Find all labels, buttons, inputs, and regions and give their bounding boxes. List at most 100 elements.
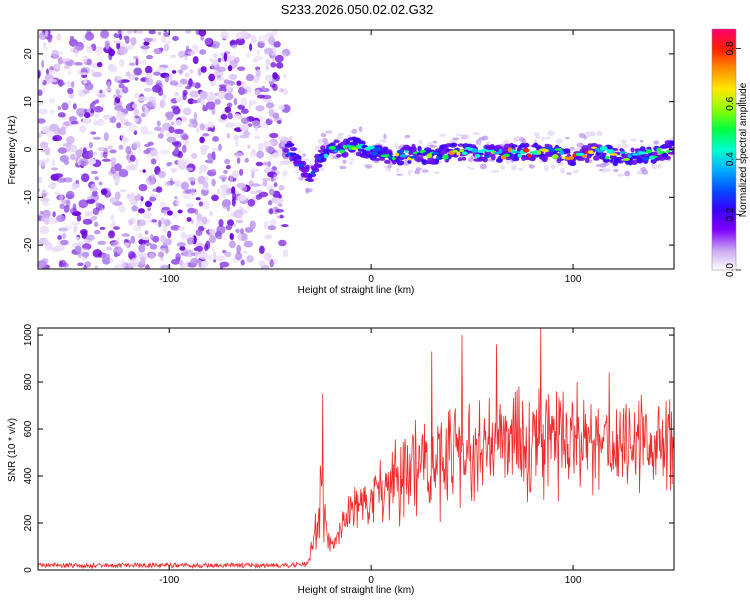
spectrogram-noise-blob xyxy=(235,228,240,234)
spectrogram-noise-blob xyxy=(161,206,171,211)
spectrogram-noise-blob xyxy=(233,113,241,118)
spectrogram-noise-blob xyxy=(88,141,93,149)
spectrogram-halo-blob xyxy=(493,169,500,173)
spectrogram-band-blob xyxy=(329,142,336,147)
spectrogram-noise-blob xyxy=(169,80,179,86)
spectrogram-noise-blob xyxy=(130,199,138,206)
spectrogram-peak-cell xyxy=(668,151,674,155)
spectrogram-noise-blob xyxy=(240,228,244,235)
spectrogram-noise-blob xyxy=(254,89,261,96)
spectrogram-noise-blob xyxy=(143,87,152,92)
spectrogram-noise-blob xyxy=(128,219,133,226)
spectrogram-noise-blob xyxy=(255,194,262,200)
spectrogram-noise-blob xyxy=(236,244,242,254)
spectrogram-noise-blob xyxy=(168,126,175,134)
spectrogram-noise-blob xyxy=(190,187,196,196)
spectrogram-noise-blob xyxy=(190,50,196,56)
spectrogram-noise-blob xyxy=(202,187,209,191)
spectrogram-noise-blob xyxy=(138,169,144,173)
spectrogram-noise-blob xyxy=(252,58,258,63)
spectrogram-peak-cell xyxy=(328,145,336,150)
spectrogram-peak-cell xyxy=(367,145,375,150)
spectrogram-noise-blob xyxy=(196,213,203,222)
spectrogram-noise-blob xyxy=(209,58,214,63)
spectrogram-peak-cell xyxy=(459,149,464,153)
spectrogram-noise-blob xyxy=(217,57,222,63)
spectrogram-halo-blob xyxy=(639,139,644,143)
spectrogram-noise-blob xyxy=(233,151,244,159)
spectrogram-noise-blob xyxy=(231,44,238,49)
spectrogram-noise-blob xyxy=(57,57,64,65)
spectrogram-noise-blob xyxy=(63,121,74,127)
snr-background xyxy=(38,328,674,570)
spectrogram-noise-blob xyxy=(262,179,268,187)
spec-x-tick-label: -100 xyxy=(159,274,179,285)
spectrogram-noise-blob xyxy=(232,122,242,127)
spectrogram-noise-blob xyxy=(199,136,205,144)
colorbar-tick-label: 0.2 xyxy=(725,207,736,221)
spectrogram-band-blob xyxy=(631,159,638,165)
spectrogram-halo-blob xyxy=(327,129,333,135)
spectrogram-noise-blob xyxy=(38,89,43,96)
spectrogram-noise-blob xyxy=(54,63,61,70)
spectrogram-noise-blob xyxy=(218,84,228,88)
spectrogram-peak-cell xyxy=(317,156,322,161)
spectrogram-noise-blob xyxy=(177,159,188,166)
spectrogram-halo-blob xyxy=(572,169,579,174)
spectrogram-noise-blob xyxy=(174,196,178,200)
spectrogram-halo-blob xyxy=(305,188,313,193)
snr-y-tick-label: 0 xyxy=(23,567,34,573)
spectrogram-noise-blob xyxy=(244,227,254,233)
spectrogram-noise-blob xyxy=(202,106,208,112)
colorbar-tick-label: 0.8 xyxy=(725,41,736,55)
spectrogram-noise-blob xyxy=(255,105,265,112)
spectrogram-noise-blob xyxy=(218,219,224,227)
spectrogram-band-blob xyxy=(630,147,635,153)
spectrogram-noise-blob xyxy=(81,257,89,261)
spectrogram-noise-blob xyxy=(279,160,283,166)
spectrogram-noise-blob xyxy=(125,71,131,77)
spectrogram-noise-blob xyxy=(68,144,78,153)
spectrogram-noise-blob xyxy=(57,147,68,154)
spectrogram-halo-blob xyxy=(313,176,318,181)
spectrogram-noise-blob xyxy=(145,78,154,86)
spectrogram-noise-blob xyxy=(274,208,285,213)
spectrogram-noise-blob xyxy=(107,145,114,149)
spectrogram-noise-blob xyxy=(74,48,78,58)
spectrogram-noise-blob xyxy=(149,243,158,250)
spectrogram-peak-cell xyxy=(568,156,575,160)
spectrogram-noise-blob xyxy=(38,118,46,124)
spectrogram-peak-cell xyxy=(597,149,604,153)
spectrogram-noise-blob xyxy=(42,42,47,47)
spectrogram-noise-blob xyxy=(44,238,49,243)
spectrogram-noise-blob xyxy=(198,201,204,207)
spec-y-tick-label: -10 xyxy=(23,190,34,205)
spectrogram-noise-blob xyxy=(86,196,93,200)
spectrogram-noise-blob xyxy=(118,205,126,213)
spectrogram-noise-blob xyxy=(268,153,273,160)
spectrogram-noise-blob xyxy=(47,217,57,225)
spectrogram-noise-blob xyxy=(125,45,135,50)
spectrogram-noise-blob xyxy=(114,176,121,184)
spectrogram-noise-blob xyxy=(51,159,56,167)
spectrogram-noise-blob xyxy=(70,81,75,88)
spectrogram-band-blob xyxy=(421,159,428,166)
spectrogram-noise-blob xyxy=(199,123,205,131)
spectrogram-noise-blob xyxy=(212,58,218,66)
spectrogram-halo-blob xyxy=(455,133,463,137)
spectrogram-noise-blob xyxy=(183,107,192,116)
spectrogram-noise-blob xyxy=(269,188,275,196)
spectrogram-noise-blob xyxy=(224,158,231,165)
spectrogram-halo-blob xyxy=(302,158,310,162)
spectrogram-peak-cell xyxy=(485,154,490,159)
snr-x-label: Height of straight line (km) xyxy=(298,585,415,596)
spectrogram-noise-blob xyxy=(144,200,153,208)
spectrogram-halo-blob xyxy=(630,138,637,142)
spectrogram-noise-blob xyxy=(140,77,146,82)
spectrogram-noise-blob xyxy=(174,146,179,155)
spectrogram-noise-blob xyxy=(134,115,139,119)
spectrogram-noise-blob xyxy=(211,247,215,252)
spectrogram-noise-blob xyxy=(129,154,136,162)
spectrogram-noise-blob xyxy=(226,102,233,108)
